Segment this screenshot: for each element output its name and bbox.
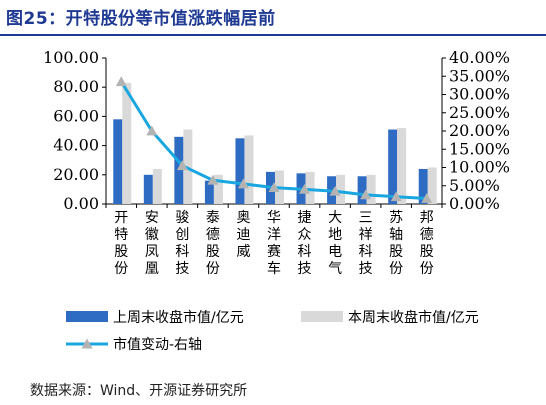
- legend-swatch-prev: [66, 311, 108, 322]
- category-label: 邦德股份: [420, 210, 434, 277]
- category-label: 华洋赛车: [267, 210, 281, 277]
- left-tick-label: 40.00: [53, 136, 99, 155]
- category-label: 泰德股份: [206, 210, 220, 277]
- bar-prev-week: [113, 119, 122, 204]
- category-label: 三祥科技: [359, 210, 373, 277]
- bar-this-week: [306, 172, 315, 204]
- right-tick-label: 15.00%: [449, 139, 510, 158]
- category-label: 骏创科技: [175, 210, 189, 277]
- bar-this-week: [153, 169, 162, 204]
- chart-line: [116, 76, 432, 203]
- bar-prev-week: [235, 138, 244, 204]
- left-tick-label: 60.00: [53, 106, 99, 125]
- left-tick-label: 80.00: [53, 77, 99, 96]
- bar-this-week: [336, 175, 345, 204]
- bar-prev-week: [174, 137, 183, 204]
- right-tick-label: 35.00%: [449, 66, 510, 85]
- category-labels: 开特股份 安徽凤凰 骏创科技 泰德股份 奥迪威 华洋赛车 捷众科技 大地电气 三祥科技 苏轴股份 邦…: [114, 209, 433, 277]
- right-tick-label: 0.00%: [449, 194, 500, 213]
- source-note: 数据来源：Wind、开源证券研究所: [30, 380, 247, 400]
- line-point: [116, 76, 127, 86]
- left-tick-label: 0.00: [63, 194, 99, 213]
- bar-line-chart: 0.00 20.00 40.00 60.00 80.00 100.00 0.00%5.00%…: [0, 0, 546, 375]
- bar-prev-week: [144, 175, 153, 204]
- category-label: 奥迪威: [236, 209, 250, 260]
- right-tick-label: 5.00%: [449, 176, 500, 195]
- legend-swatch-curr: [301, 311, 343, 322]
- right-tick-label: 20.00%: [449, 121, 510, 140]
- category-label: 开特股份: [114, 210, 128, 277]
- bar-this-week: [122, 83, 131, 204]
- legend-label-line: 市值变动-右轴: [113, 336, 202, 353]
- category-label: 大地电气: [328, 210, 342, 277]
- right-tick-label: 40.00%: [449, 48, 510, 67]
- right-tick-label: 25.00%: [449, 103, 510, 122]
- category-label: 安徽凤凰: [145, 210, 159, 277]
- right-tick-label: 30.00%: [449, 85, 510, 104]
- left-tick-label: 20.00: [53, 165, 99, 184]
- legend-label-curr: 本周末收盘市值/亿元: [348, 309, 479, 326]
- bar-this-week: [397, 128, 406, 204]
- left-tick-label: 100.00: [43, 48, 99, 67]
- legend-label-prev: 上周末收盘市值/亿元: [113, 309, 244, 326]
- bar-this-week: [244, 135, 253, 204]
- category-label: 捷众科技: [298, 210, 312, 277]
- bar-this-week: [367, 175, 376, 204]
- category-label: 苏轴股份: [389, 210, 403, 277]
- right-tick-label: 10.00%: [449, 158, 510, 177]
